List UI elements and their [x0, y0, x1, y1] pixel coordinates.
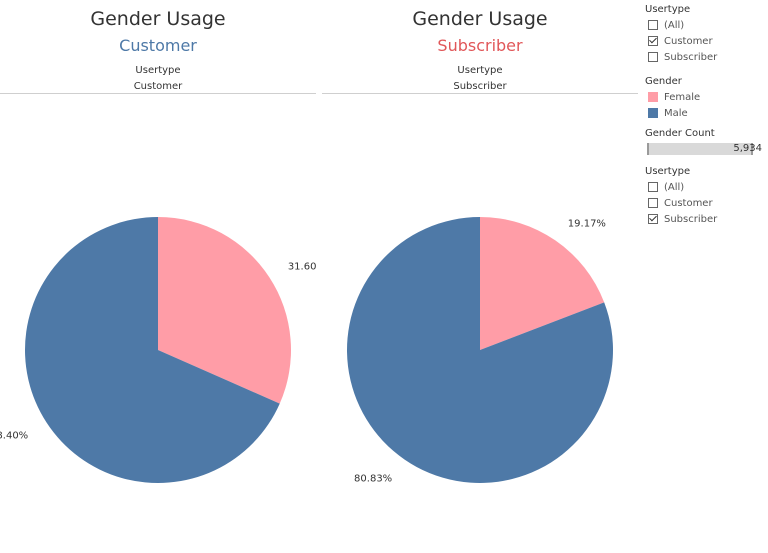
usertype-option-subscriber[interactable]: Subscriber: [648, 212, 717, 226]
checkbox[interactable]: [648, 182, 658, 192]
gender-count-title: Gender Count: [645, 128, 715, 139]
option-label: (All): [664, 181, 685, 193]
chart-subtitle: Subscriber: [437, 36, 523, 55]
pie-label-female: 19.17%: [568, 218, 606, 229]
pie-label-male: 80.83%: [354, 474, 392, 485]
legend-item-female[interactable]: Female: [648, 90, 700, 104]
dimension-label: Usertype: [135, 65, 181, 76]
checkbox[interactable]: [648, 52, 658, 62]
gender-legend-title: Gender: [645, 76, 682, 87]
header-divider: [322, 93, 638, 94]
option-label: Subscriber: [664, 213, 718, 225]
pie-label-male: 68.40%: [0, 431, 28, 442]
option-label: Customer: [664, 35, 713, 47]
pie-slice-female[interactable]: [480, 217, 605, 350]
usertype-filter-title: Usertype: [645, 166, 691, 177]
usertype-option-customer[interactable]: Customer: [648, 196, 713, 210]
header-divider: [0, 93, 316, 94]
usertype-option-subscriber[interactable]: Subscriber: [648, 50, 717, 64]
gender-count-value: 5,934: [733, 143, 762, 154]
chart-title: Gender Usage: [90, 8, 226, 30]
usertype-option-all[interactable]: (All): [648, 18, 684, 32]
legend-item-male[interactable]: Male: [648, 106, 688, 120]
option-label: Customer: [664, 197, 713, 209]
chart-title: Gender Usage: [412, 8, 548, 30]
checkbox[interactable]: [648, 36, 658, 46]
usertype-option-customer[interactable]: Customer: [648, 34, 713, 48]
gender-count-range-slider[interactable]: [647, 143, 753, 155]
dimension-value: Subscriber: [453, 81, 507, 92]
chart-subtitle: Customer: [119, 36, 197, 55]
pie-label-female: 31.60%: [288, 261, 316, 272]
legend-label: Female: [664, 91, 701, 103]
pie-panel-customer: Gender Usage Customer Usertype Customer …: [0, 0, 316, 553]
legend-swatch-male: [648, 108, 658, 118]
pie-slice-male[interactable]: [347, 217, 613, 483]
pie-chart-customer: 31.60% 68.40%: [0, 217, 316, 483]
pie-slice-male[interactable]: [25, 217, 280, 483]
pie-chart-subscriber: 19.17% 80.83%: [347, 217, 613, 485]
pie-panel-subscriber: Gender Usage Subscriber Usertype Subscri…: [322, 0, 638, 553]
pie-slice-female[interactable]: [158, 217, 291, 404]
checkbox[interactable]: [648, 20, 658, 30]
dimension-value: Customer: [133, 81, 183, 92]
checkbox[interactable]: [648, 198, 658, 208]
checkbox[interactable]: [648, 214, 658, 224]
option-label: Subscriber: [664, 51, 718, 63]
usertype-filter-title: Usertype: [645, 4, 691, 15]
dimension-label: Usertype: [457, 65, 503, 76]
filter-sidebar: Usertype (All) Customer Subscriber Gende…: [645, 0, 768, 553]
usertype-option-all[interactable]: (All): [648, 180, 684, 194]
option-label: (All): [664, 19, 685, 31]
legend-label: Male: [664, 107, 688, 119]
legend-swatch-female: [648, 92, 658, 102]
